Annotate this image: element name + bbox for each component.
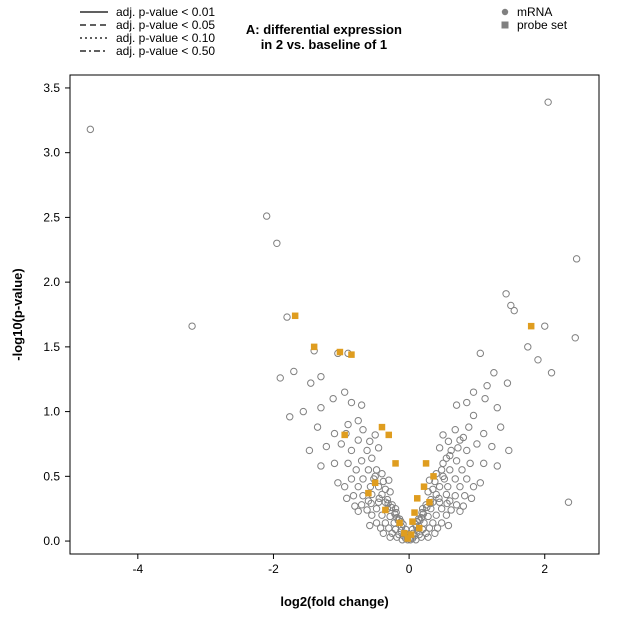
probe-point [372,480,379,487]
chart-title: in 2 vs. baseline of 1 [261,37,387,52]
y-tick-label: 0.5 [43,469,60,483]
y-tick-label: 2.0 [43,275,60,289]
probe-point [396,520,403,527]
probe-point [386,432,393,439]
probe-point [430,473,437,480]
probe-point [382,507,389,513]
probe-point [379,424,386,431]
chart-title: A: differential expression [246,22,402,37]
probe-point [411,509,418,516]
probe-point [423,460,430,467]
x-tick-label: 2 [541,562,548,576]
x-axis-label: log2(fold change) [280,594,388,609]
y-tick-label: 2.5 [43,210,60,224]
probe-point [337,349,344,356]
probe-point [528,323,535,330]
legend-left-label: adj. p-value < 0.10 [116,31,215,45]
legend-right-label: probe set [517,18,568,32]
probe-point [421,483,428,490]
legend-right-label: mRNA [517,5,552,19]
chart-svg: -4 -2 0 2 0.0 0.5 1.0 1.5 2.0 2.5 3.0 3.5 log2(fold … [0,0,624,624]
legend-left-label: adj. p-value < 0.01 [116,5,215,19]
probe-point [404,535,411,542]
legend-marker-circle [502,9,508,15]
probe-point [409,518,416,525]
probe-point [392,460,399,467]
probe-point [414,495,421,502]
y-tick-label: 1.0 [43,405,60,419]
probe-point [341,432,348,439]
probe-point [365,490,372,497]
legend-marker-square [502,22,509,29]
probe-point [311,344,318,351]
legend-left-label: adj. p-value < 0.05 [116,18,215,32]
y-axis-label: -log10(p-value) [10,268,25,360]
legend-left-label: adj. p-value < 0.50 [116,44,215,58]
probe-point [416,525,423,532]
probe-point [292,313,299,320]
y-tick-label: 1.5 [43,340,60,354]
y-tick-label: 3.5 [43,81,60,95]
probe-point [426,499,433,506]
probe-point [348,351,355,358]
volcano-chart: -4 -2 0 2 0.0 0.5 1.0 1.5 2.0 2.5 3.0 3.5 log2(fold … [0,0,624,624]
x-tick-label: 0 [406,562,413,576]
y-tick-label: 0.0 [43,534,60,548]
x-tick-label: -2 [268,562,279,576]
x-tick-label: -4 [132,562,143,576]
y-tick-label: 3.0 [43,146,60,160]
